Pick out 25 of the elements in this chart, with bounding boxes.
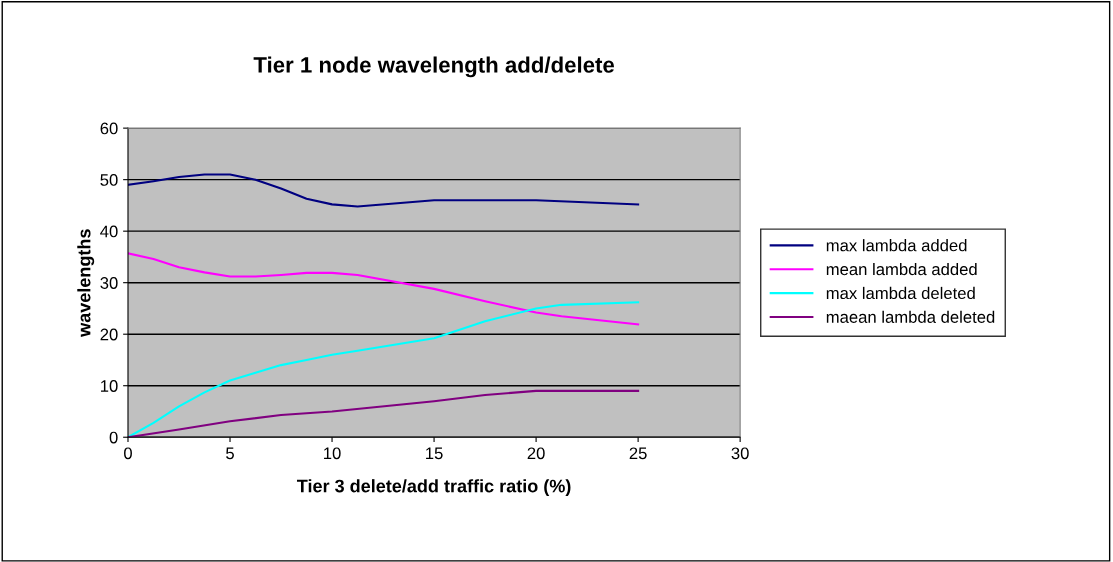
y-tick-label: 30 xyxy=(100,277,118,289)
legend-label: max lambda added xyxy=(826,239,967,252)
x-tick-label: 5 xyxy=(226,447,234,460)
y-axis-title: wavelengths xyxy=(77,229,95,337)
legend-label: max lambda deleted xyxy=(826,286,975,300)
x-axis-title: Tier 3 delete/add traffic ratio (%) xyxy=(296,479,571,496)
chart-title: Tier 1 node wavelength add/delete xyxy=(253,56,615,78)
y-tick-label: 50 xyxy=(100,174,118,186)
y-tick-label: 40 xyxy=(100,225,118,238)
x-tick-label: 10 xyxy=(324,447,341,460)
y-tick-label: 20 xyxy=(100,328,118,341)
y-tick-label: 0 xyxy=(109,431,118,444)
line-series xyxy=(128,301,640,438)
x-tick-label: 25 xyxy=(629,447,647,460)
x-tick-label: 30 xyxy=(731,447,749,460)
legend-label: mean lambda added xyxy=(826,262,977,276)
x-tick-label: 15 xyxy=(426,447,443,460)
line-series xyxy=(128,173,640,208)
line-series xyxy=(128,252,640,326)
x-tick-label: 20 xyxy=(527,447,545,460)
line-series xyxy=(128,389,640,438)
x-tick-label: 0 xyxy=(124,447,132,460)
y-tick-label: 60 xyxy=(100,122,118,135)
y-tick-label: 10 xyxy=(101,380,118,392)
legend-label: maean lambda deleted xyxy=(826,310,995,323)
